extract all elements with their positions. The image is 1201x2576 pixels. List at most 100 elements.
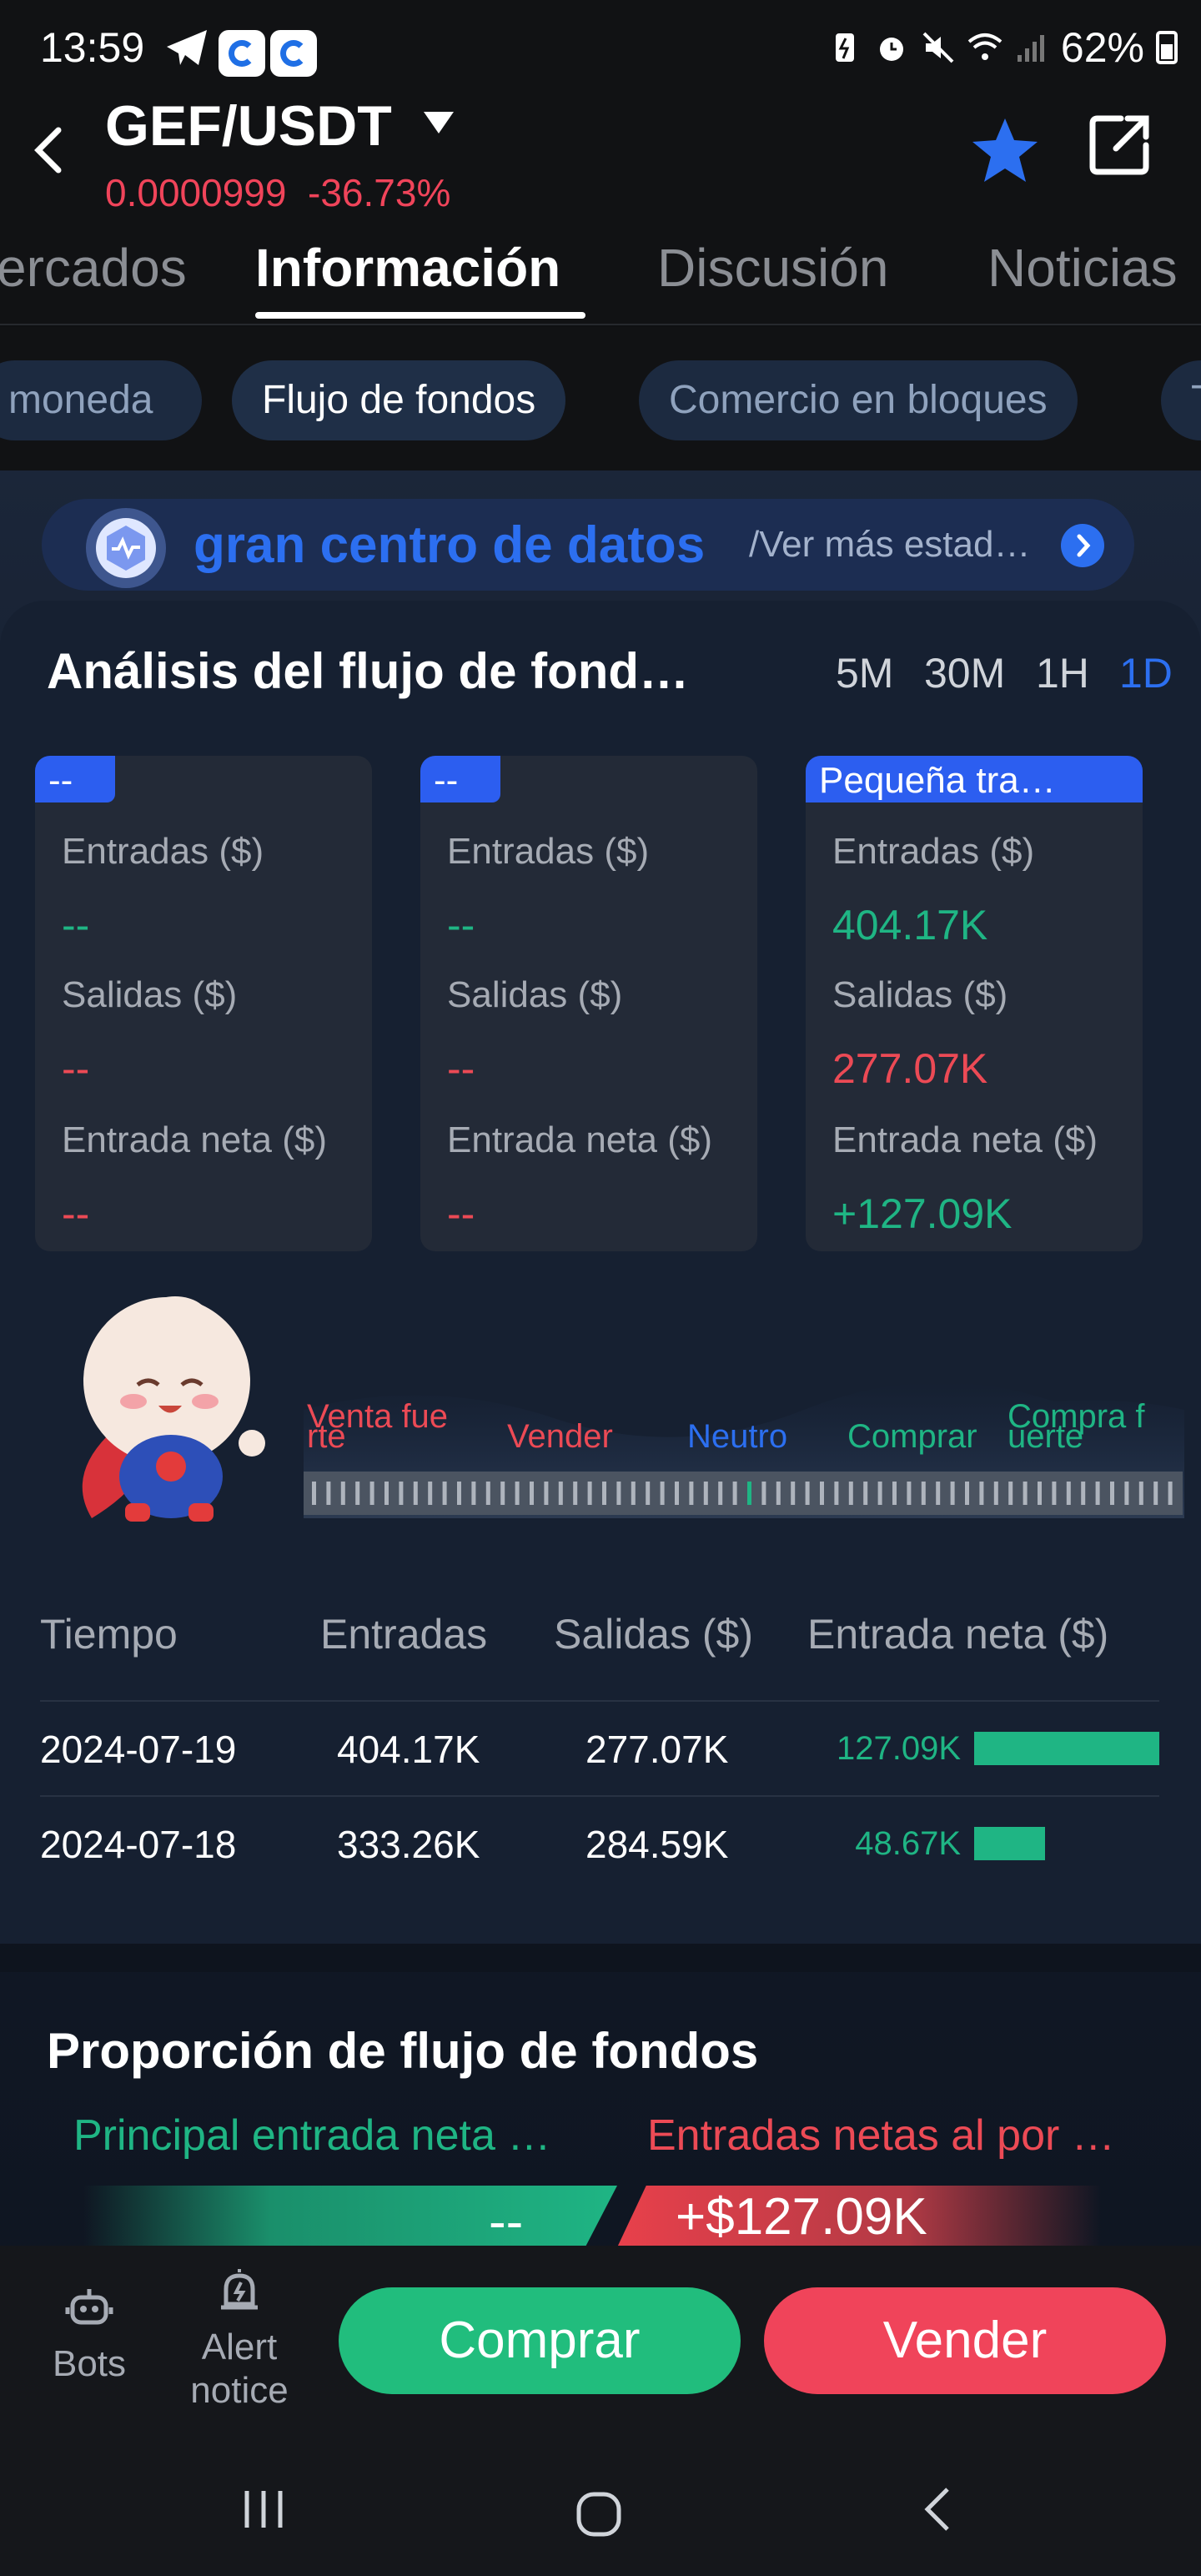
inflow-value: -- — [447, 902, 475, 948]
tab-informacion[interactable]: Información — [255, 238, 561, 298]
pair-title[interactable]: GEF/USDT — [105, 94, 392, 158]
row-net-bar — [974, 1732, 1159, 1765]
gauge-tick — [921, 1482, 926, 1505]
gauge-tick — [631, 1482, 636, 1505]
table-divider — [40, 1700, 1159, 1702]
gauge-tick — [877, 1482, 882, 1505]
net-label: Entrada neta ($) — [832, 1119, 1098, 1160]
gauge-tick — [326, 1482, 331, 1505]
row-outflow: 277.07K — [585, 1728, 729, 1771]
data-center-more-link[interactable]: /Ver más estad… — [749, 524, 1031, 565]
battery-saver-icon — [835, 33, 854, 62]
timeframe-1d[interactable]: 1D — [1119, 650, 1173, 697]
gauge-tick — [530, 1482, 534, 1505]
analysis-title: Análisis del flujo de fond… — [47, 643, 690, 699]
gauge-indicator — [747, 1482, 751, 1505]
share-icon[interactable] — [1088, 113, 1151, 177]
net-value: +127.09K — [832, 1190, 1013, 1237]
timeframe-30m[interactable]: 30M — [924, 650, 1006, 697]
last-price: 0.0000999 — [105, 171, 287, 214]
gauge-label-sell: Vender — [507, 1418, 613, 1455]
gauge-tick — [1110, 1482, 1114, 1505]
outflow-label: Salidas ($) — [447, 974, 623, 1015]
proportion-right-label: Entradas netas al por … — [647, 2111, 1115, 2160]
gauge-tick — [457, 1482, 461, 1505]
favorite-star-icon[interactable] — [967, 113, 1043, 189]
row-net-bar — [974, 1827, 1045, 1860]
gauge-tick — [848, 1482, 853, 1505]
gauge-tick — [979, 1482, 984, 1505]
gauge-tick — [761, 1482, 766, 1505]
data-center-icon — [86, 508, 166, 588]
alert-bell-icon — [221, 2269, 258, 2310]
gauge-tick — [587, 1482, 592, 1505]
tab-discusion[interactable]: Discusión — [657, 238, 889, 298]
gauge-tick — [1124, 1482, 1129, 1505]
status-bar: 13:59 62% — [0, 0, 1201, 100]
gauge-tick — [732, 1482, 737, 1505]
back-icon[interactable] — [32, 125, 65, 175]
caret-down-icon[interactable] — [422, 108, 455, 137]
gauge-tick — [689, 1482, 694, 1505]
gauge-tick — [1066, 1482, 1071, 1505]
battery-percent: 62% — [1060, 24, 1144, 71]
inflow-label: Entradas ($) — [832, 831, 1035, 872]
gauge-tick — [1138, 1482, 1143, 1505]
back-nav-icon[interactable] — [914, 2484, 964, 2534]
timeframe-5m[interactable]: 5M — [836, 650, 894, 697]
gauge-tick — [965, 1482, 969, 1505]
row-outflow: 284.59K — [585, 1823, 729, 1866]
gauge-tick — [863, 1482, 868, 1505]
tab-mercados[interactable]: ercados — [0, 238, 187, 298]
gauge-tick — [312, 1482, 316, 1505]
outflow-label: Salidas ($) — [832, 974, 1008, 1015]
price-line: 0.0000999 -36.73% — [105, 170, 450, 217]
gauge-tick — [936, 1482, 941, 1505]
recent-apps-icon[interactable] — [239, 2484, 289, 2534]
gauge-tick — [791, 1482, 796, 1505]
inflow-label: Entradas ($) — [62, 831, 264, 872]
flow-box-tag: Pequeña tra… — [806, 756, 1143, 802]
tab-noticias[interactable]: Noticias — [987, 238, 1178, 298]
gauge-tick — [442, 1482, 447, 1505]
signal-icon — [1017, 35, 1044, 62]
gauge-tick — [428, 1482, 433, 1505]
inflow-label: Entradas ($) — [447, 831, 650, 872]
mute-icon — [922, 32, 954, 63]
timeframe-1h[interactable]: 1H — [1036, 650, 1089, 697]
table-divider — [40, 1795, 1159, 1797]
alert-notice-button[interactable]: Alert notice — [177, 2266, 302, 2412]
row-inflow: 404.17K — [337, 1728, 480, 1771]
subtab-next[interactable]: T — [1161, 360, 1201, 440]
flow-box-medium: -- Entradas ($) -- Salidas ($) -- Entrad… — [420, 756, 757, 1251]
data-center-banner[interactable] — [42, 499, 1134, 591]
gauge-label-strong-buy: Compra f — [1008, 1398, 1145, 1435]
bots-label: Bots — [52, 2343, 127, 2384]
table-header-time: Tiempo — [40, 1611, 178, 1658]
gauge-tick — [834, 1482, 839, 1505]
inflow-value: 404.17K — [832, 902, 988, 948]
gauge-label-neutral: Neutro — [687, 1418, 788, 1455]
robot-icon — [65, 2289, 113, 2325]
proportion-left-label: Principal entrada neta … — [73, 2111, 551, 2160]
bots-button[interactable]: Bots — [43, 2282, 135, 2386]
outflow-value: -- — [447, 1045, 475, 1092]
buy-button[interactable]: Comprar — [339, 2287, 741, 2394]
gauge-tick — [515, 1482, 520, 1505]
gauge-tick — [950, 1482, 955, 1505]
home-icon[interactable] — [574, 2489, 624, 2539]
gauge-tick — [384, 1482, 389, 1505]
flow-box-large: -- Entradas ($) -- Salidas ($) -- Entrad… — [35, 756, 372, 1251]
sell-button[interactable]: Vender — [764, 2287, 1166, 2394]
gauge-label-buy: Comprar — [847, 1418, 977, 1455]
gauge-tick — [1023, 1482, 1028, 1505]
subtab-comercio-en-bloques[interactable]: Comercio en bloques — [639, 360, 1078, 440]
subtab-moneda[interactable]: moneda — [0, 360, 202, 440]
chevron-right-icon[interactable] — [1061, 524, 1104, 567]
subtab-flujo-de-fondos[interactable]: Flujo de fondos — [232, 360, 566, 440]
mascot-illustration — [82, 1296, 265, 1522]
battery-icon — [1156, 31, 1178, 64]
gauge-tick — [399, 1482, 404, 1505]
row-net: 127.09K — [836, 1730, 961, 1767]
gauge-tick — [646, 1482, 651, 1505]
